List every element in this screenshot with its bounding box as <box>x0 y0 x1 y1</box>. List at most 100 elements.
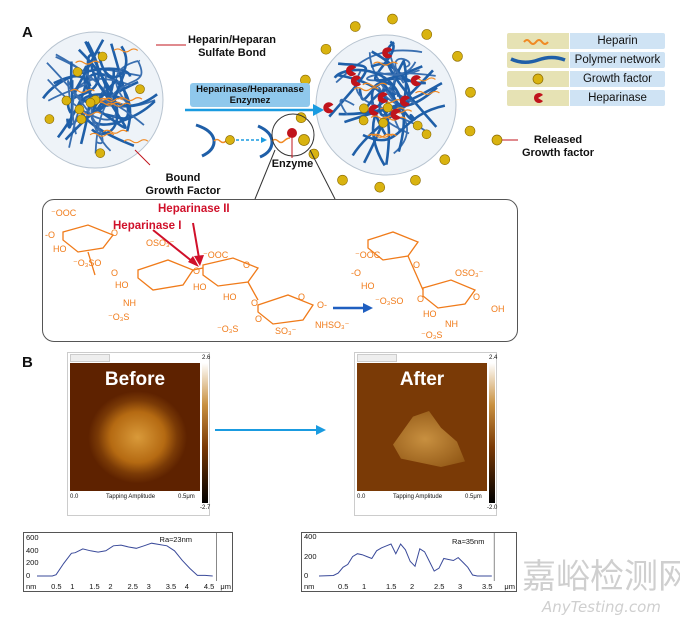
cleavage-scheme-box: Heparinase I Heparinase II ⁻OOC -O HO ⁻O… <box>42 199 518 342</box>
x-tick-label: 2.5 <box>127 582 138 591</box>
ra-annotation: Ra≈35nm <box>452 537 485 546</box>
growth-factor <box>44 114 55 124</box>
hydrogel-sphere-degraded <box>295 13 476 193</box>
growth-factor <box>85 97 96 108</box>
growth-factor <box>76 114 87 125</box>
heparinase <box>399 95 410 107</box>
chem-group: NH <box>123 298 136 308</box>
bond-label-line1: Heparin/Heparan <box>187 34 277 46</box>
released-growth-factor <box>308 148 320 160</box>
y-tick-label: 400 <box>304 532 317 542</box>
y-unit: nm <box>304 582 315 591</box>
profile-line <box>37 542 213 577</box>
heparinase <box>323 102 334 114</box>
x-tick-label: 0.5 <box>338 582 349 591</box>
released-growth-factor <box>320 43 332 55</box>
x-tick-label: 1 <box>70 582 75 591</box>
axis-start: 0.0 <box>357 494 366 500</box>
heparin-strand-icon <box>271 137 291 144</box>
hydrogel-diagram <box>26 13 518 200</box>
released-growth-factor <box>374 181 386 193</box>
heparinase <box>390 108 401 120</box>
growth-factor <box>382 102 393 113</box>
y-tick-label: 400 <box>26 545 39 555</box>
chem-group: O <box>111 268 119 278</box>
zoom-line-left <box>254 149 276 200</box>
growth-factor <box>135 84 145 94</box>
afm-before-window: Before 2.6 -2.7 0.0 Tapping Amplitude 0.… <box>67 352 210 516</box>
polymer-strand <box>333 68 406 152</box>
x-tick-label: 1.5 <box>89 582 100 591</box>
chem-group: ⁻OOC <box>355 250 381 260</box>
heparin-strand <box>75 60 100 65</box>
heparin-strand <box>89 132 115 137</box>
chem-group: SO₃⁻ <box>275 326 297 336</box>
scale-bottom: -2.0 <box>487 505 498 511</box>
enzyme-label-box: Heparinase/Heparanase Enzymez <box>190 83 310 107</box>
polymer-strand <box>115 59 141 103</box>
axis-end: 0.5μm <box>178 494 195 500</box>
legend: Heparin Polymer network Growth factor He… <box>507 33 665 109</box>
saccharide-structure <box>62 222 477 325</box>
x-tick-label: 1.5 <box>386 582 397 591</box>
x-unit: μm <box>504 582 515 591</box>
released-growth-factor <box>421 29 433 40</box>
released-label-line1: Released <box>533 134 583 146</box>
chem-group: ⁻O₃S <box>421 330 443 340</box>
chem-group: NH <box>445 319 458 329</box>
afm-mode: Tapping Amplitude <box>106 494 156 500</box>
chem-group: HO <box>115 280 129 290</box>
x-tick-label: 2 <box>108 582 113 591</box>
chem-group: OSO₃⁻ <box>455 268 484 278</box>
legend-label: Growth factor <box>570 71 665 87</box>
legend-item-growth-factor: Growth factor <box>507 71 665 87</box>
chem-group: OH <box>491 304 505 314</box>
released-growth-factor <box>349 21 361 32</box>
chem-group: O <box>251 298 259 308</box>
watermark-en: AnyTesting.com <box>542 598 661 616</box>
bond-label-line2: Sulfate Bond <box>198 47 266 59</box>
chem-group: O <box>243 260 251 270</box>
chem-group: O <box>111 228 119 238</box>
polymer-strand-icon <box>510 55 566 64</box>
heparinase <box>382 47 393 59</box>
heparinase <box>350 75 362 87</box>
polymer-strand <box>104 43 130 120</box>
chem-group: O <box>413 260 421 270</box>
afm-toolbar[interactable] <box>357 354 397 362</box>
heparinase <box>368 104 379 116</box>
x-unit: μm <box>220 582 231 591</box>
enzyme-arrow-head <box>313 104 324 116</box>
afm-residue <box>393 411 465 467</box>
legend-label: Heparin <box>570 33 665 49</box>
zoom-line-right <box>309 149 336 200</box>
before-after-arrow <box>215 425 326 435</box>
growth-factor-icon <box>225 135 235 145</box>
hydrogel-sphere-bound <box>26 31 164 169</box>
y-tick-label: 0 <box>304 571 309 580</box>
x-tick-label: 1 <box>362 582 367 591</box>
chem-group: -O <box>45 230 55 240</box>
released-label-line2: Growth factor <box>521 147 595 159</box>
chem-group: O- <box>317 300 327 310</box>
legend-item-heparinase: Heparinase <box>507 90 665 106</box>
polymer-strand-icon <box>195 123 216 158</box>
x-tick-label: 3 <box>146 582 151 591</box>
heparin-strand <box>106 102 131 107</box>
growth-factor <box>412 120 423 131</box>
heparin-strand <box>98 97 124 102</box>
chem-group: NHSO₃⁻ <box>315 320 350 330</box>
heparin-strand <box>123 139 149 144</box>
scale-top: 2.4 <box>489 355 498 361</box>
heparinase-1-arrow <box>152 229 194 263</box>
bond-label: Heparin/Heparan Sulfate Bond <box>184 34 280 60</box>
chem-group: ⁻O₃SO <box>73 258 102 268</box>
heparinase-2-label: Heparinase II <box>158 203 230 215</box>
afm-after-title: After <box>399 369 445 390</box>
heparin-strand <box>381 116 407 121</box>
released-growth-factor <box>452 51 463 62</box>
x-tick-label: 4 <box>184 582 189 591</box>
legend-item-heparin: Heparin <box>507 33 665 49</box>
heparin-strand <box>96 101 122 106</box>
afm-toolbar[interactable] <box>70 354 110 362</box>
